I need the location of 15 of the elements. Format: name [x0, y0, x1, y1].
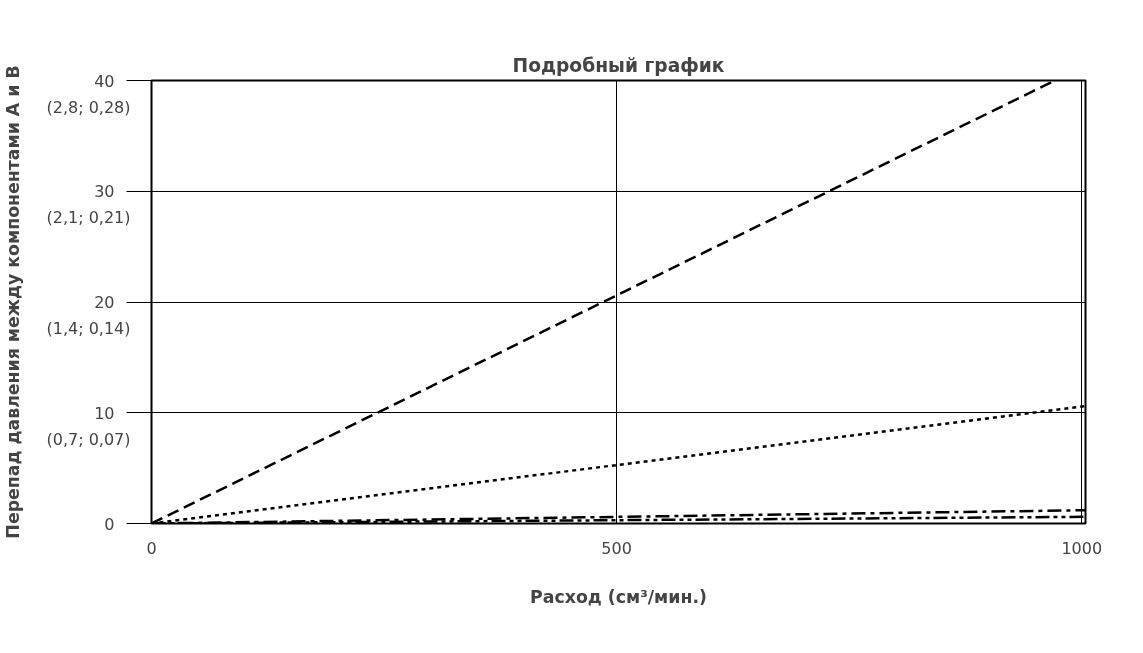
x-axis-title: Расход (см³/мин.): [530, 586, 707, 607]
y-tick-label: 10: [94, 403, 115, 423]
y-axis-title: Перепад давления между компонентами А и В: [3, 65, 24, 539]
chart-title: Подробный график: [512, 54, 725, 76]
text: (1,4; 0,14): [46, 319, 131, 339]
x-tick-label: 500: [601, 538, 632, 558]
x-tick-label: 1000: [1061, 538, 1103, 558]
text: (2,1; 0,21): [46, 208, 131, 228]
x-tick-label: 0: [146, 538, 157, 558]
y-tick-label: 20: [94, 293, 115, 312]
y-tick-label: 30: [94, 182, 115, 202]
y-tick-label: 40: [94, 71, 115, 91]
text: (0,7; 0,07): [46, 429, 131, 449]
y-tick-label: 0: [104, 514, 115, 534]
text: (2,8; 0,28): [46, 97, 131, 117]
